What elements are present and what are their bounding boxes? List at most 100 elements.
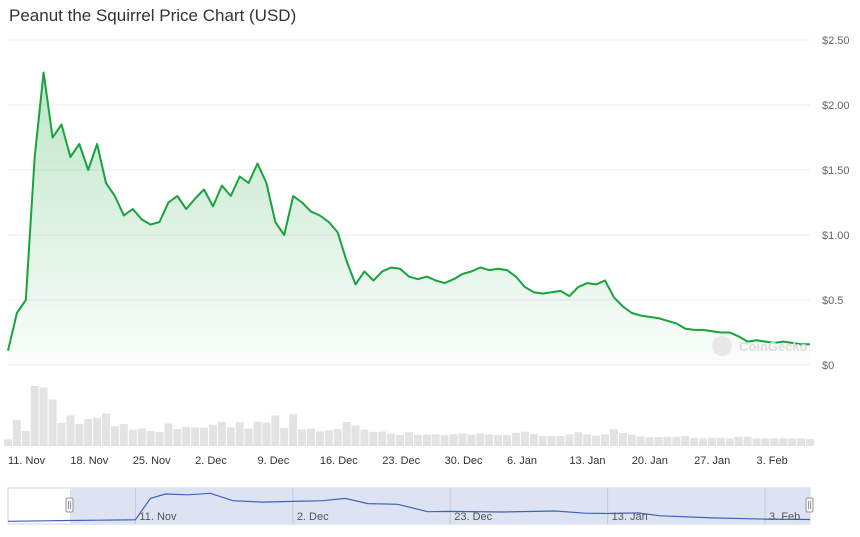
volume-bar — [779, 438, 788, 446]
price-line-series — [7, 71, 811, 351]
volume-bar — [253, 421, 262, 446]
volume-bar — [387, 433, 396, 446]
navigator-right-handle[interactable] — [805, 497, 814, 513]
y-tick-label: $0.5 — [822, 295, 843, 307]
volume-bar — [244, 428, 253, 446]
volume-bar — [39, 387, 48, 446]
x-tick-label: 16. Dec — [320, 455, 358, 467]
volume-bar — [110, 426, 119, 446]
volume-bar — [21, 431, 30, 446]
volume-bar — [485, 434, 494, 446]
navigator-tick-label: 11. Nov — [139, 511, 177, 523]
volume-bar — [369, 431, 378, 446]
navigator[interactable]: 11. Nov 2. Dec 23. Dec 13. Jan 3. Feb — [7, 487, 814, 525]
volume-bar — [449, 434, 458, 446]
volume-bar — [298, 429, 307, 446]
navigator-tick-label: 3. Feb — [769, 511, 800, 523]
x-tick-label: 3. Feb — [757, 455, 788, 467]
volume-bar — [226, 427, 235, 446]
volume-bar — [725, 438, 734, 446]
x-tick-label: 23. Dec — [382, 455, 420, 467]
navigator-tick-label: 13. Jan — [612, 511, 648, 523]
volume-bar — [307, 428, 315, 446]
volume-bar — [66, 415, 75, 446]
volume-bars — [4, 386, 814, 446]
volume-bar — [289, 414, 298, 446]
volume-bar — [119, 424, 128, 446]
volume-bar — [511, 432, 520, 446]
volume-bar — [57, 422, 66, 446]
volume-bar — [102, 413, 110, 446]
volume-bar — [12, 420, 21, 446]
volume-bar — [48, 399, 57, 446]
navigator-left-handle[interactable] — [65, 497, 74, 513]
volume-bar — [547, 436, 556, 446]
volume-bar — [405, 432, 413, 446]
volume-bar — [699, 438, 708, 446]
volume-bar — [708, 437, 716, 446]
gecko-logo-icon — [712, 336, 732, 356]
volume-bar — [797, 438, 806, 446]
volume-bar — [538, 436, 547, 446]
volume-bar — [636, 436, 645, 446]
volume-bar — [137, 428, 146, 446]
volume-bar — [672, 436, 681, 446]
navigator-x-axis: 11. Nov 2. Dec 23. Dec 13. Jan 3. Feb — [139, 511, 800, 523]
volume-bar — [351, 425, 360, 446]
volume-bar — [458, 433, 467, 446]
volume-bar — [360, 429, 369, 446]
volume-bar — [262, 422, 271, 446]
volume-bar — [217, 422, 226, 446]
volume-bar — [618, 433, 627, 446]
x-tick-label: 11. Nov — [8, 455, 46, 467]
volume-bar — [681, 435, 690, 446]
volume-bar — [529, 434, 538, 446]
volume-bar — [716, 437, 725, 446]
volume-bar — [743, 436, 752, 446]
volume-bar — [503, 435, 511, 446]
volume-bar — [565, 434, 574, 446]
volume-bar — [200, 427, 208, 446]
volume-bar — [315, 431, 324, 446]
volume-bar — [690, 437, 699, 446]
volume-bar — [4, 439, 12, 446]
volume-bar — [494, 435, 503, 446]
volume-bar — [788, 438, 797, 446]
volume-bar — [645, 437, 654, 446]
volume-bar — [574, 432, 583, 446]
x-tick-label: 18. Nov — [70, 455, 108, 467]
navigator-grid — [134, 488, 766, 524]
y-tick-label: $2.50 — [822, 35, 850, 47]
x-tick-label: 6. Jan — [507, 455, 537, 467]
y-tick-label: $1.50 — [822, 165, 850, 177]
volume-bar — [556, 436, 565, 446]
x-tick-label: 27. Jan — [694, 455, 730, 467]
watermark-text: CoinGecko — [739, 339, 808, 354]
volume-bar — [75, 423, 84, 446]
volume-bar — [191, 427, 200, 446]
navigator-price-line — [7, 492, 811, 522]
volume-bar — [592, 435, 601, 446]
volume-bar — [280, 428, 289, 446]
volume-bar — [235, 422, 244, 446]
volume-bar — [396, 435, 405, 446]
volume-bar — [806, 439, 814, 446]
volume-bar — [610, 429, 618, 446]
volume-bar — [182, 426, 191, 446]
x-tick-label: 30. Dec — [445, 455, 483, 467]
volume-bar — [173, 429, 182, 446]
volume-bar — [164, 423, 173, 446]
volume-bar — [30, 386, 39, 446]
navigator-selection[interactable] — [70, 488, 810, 524]
volume-bar — [654, 437, 663, 446]
y-tick-label: $1.00 — [822, 230, 850, 242]
volume-bar — [422, 434, 431, 446]
y-axis: $0 $0.5 $1.00 $1.50 $2.00 $2.50 — [822, 35, 850, 372]
x-tick-label: 2. Dec — [195, 455, 227, 467]
volume-bar — [761, 438, 770, 446]
price-area-fill — [8, 72, 810, 365]
volume-bar — [440, 435, 449, 446]
volume-bar — [324, 430, 333, 446]
volume-bar — [601, 434, 609, 446]
